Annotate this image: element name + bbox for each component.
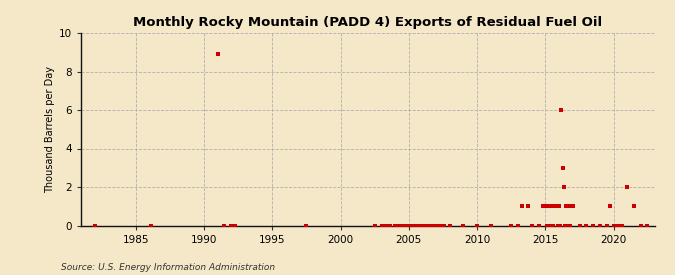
Point	[566, 204, 577, 208]
Point	[513, 223, 524, 228]
Point	[384, 223, 395, 228]
Point	[612, 223, 623, 228]
Point	[397, 223, 408, 228]
Point	[540, 204, 551, 208]
Point	[564, 204, 575, 208]
Point	[558, 185, 569, 189]
Point	[553, 223, 564, 228]
Point	[601, 223, 612, 228]
Point	[560, 204, 571, 208]
Point	[546, 223, 557, 228]
Point	[424, 223, 435, 228]
Point	[551, 204, 562, 208]
Point	[641, 223, 652, 228]
Point	[541, 223, 552, 228]
Point	[414, 223, 425, 228]
Text: Source: U.S. Energy Information Administration: Source: U.S. Energy Information Administ…	[61, 263, 275, 272]
Point	[376, 223, 387, 228]
Point	[517, 204, 528, 208]
Point	[574, 223, 585, 228]
Point	[629, 204, 640, 208]
Point	[226, 223, 237, 228]
Point	[401, 223, 412, 228]
Point	[428, 223, 439, 228]
Point	[389, 223, 400, 228]
Point	[145, 223, 156, 228]
Point	[557, 166, 568, 170]
Point	[506, 223, 516, 228]
Point	[439, 223, 450, 228]
Point	[369, 223, 380, 228]
Point	[404, 223, 414, 228]
Point	[301, 223, 312, 228]
Point	[543, 204, 554, 208]
Point	[212, 52, 223, 56]
Point	[417, 223, 428, 228]
Point	[565, 223, 576, 228]
Y-axis label: Thousand Barrels per Day: Thousand Barrels per Day	[45, 66, 55, 193]
Point	[420, 223, 431, 228]
Title: Monthly Rocky Mountain (PADD 4) Exports of Residual Fuel Oil: Monthly Rocky Mountain (PADD 4) Exports …	[133, 16, 602, 29]
Point	[595, 223, 605, 228]
Point	[522, 204, 533, 208]
Point	[581, 223, 592, 228]
Point	[472, 223, 483, 228]
Point	[543, 204, 554, 208]
Point	[537, 204, 548, 208]
Point	[560, 223, 570, 228]
Point	[431, 223, 441, 228]
Point	[547, 204, 558, 208]
Point	[410, 223, 421, 228]
Point	[545, 204, 556, 208]
Point	[380, 223, 391, 228]
Point	[485, 223, 496, 228]
Point	[548, 223, 559, 228]
Point	[556, 108, 567, 112]
Point	[562, 223, 572, 228]
Point	[444, 223, 455, 228]
Point	[568, 204, 578, 208]
Point	[563, 204, 574, 208]
Point	[622, 185, 633, 189]
Point	[526, 223, 537, 228]
Point	[636, 223, 647, 228]
Point	[588, 223, 599, 228]
Point	[550, 204, 561, 208]
Point	[555, 223, 566, 228]
Point	[533, 223, 544, 228]
Point	[608, 223, 619, 228]
Point	[458, 223, 469, 228]
Point	[230, 223, 241, 228]
Point	[89, 223, 100, 228]
Point	[406, 223, 417, 228]
Point	[604, 204, 615, 208]
Point	[393, 223, 404, 228]
Point	[554, 204, 564, 208]
Point	[616, 223, 627, 228]
Point	[435, 223, 446, 228]
Point	[549, 204, 560, 208]
Point	[219, 223, 230, 228]
